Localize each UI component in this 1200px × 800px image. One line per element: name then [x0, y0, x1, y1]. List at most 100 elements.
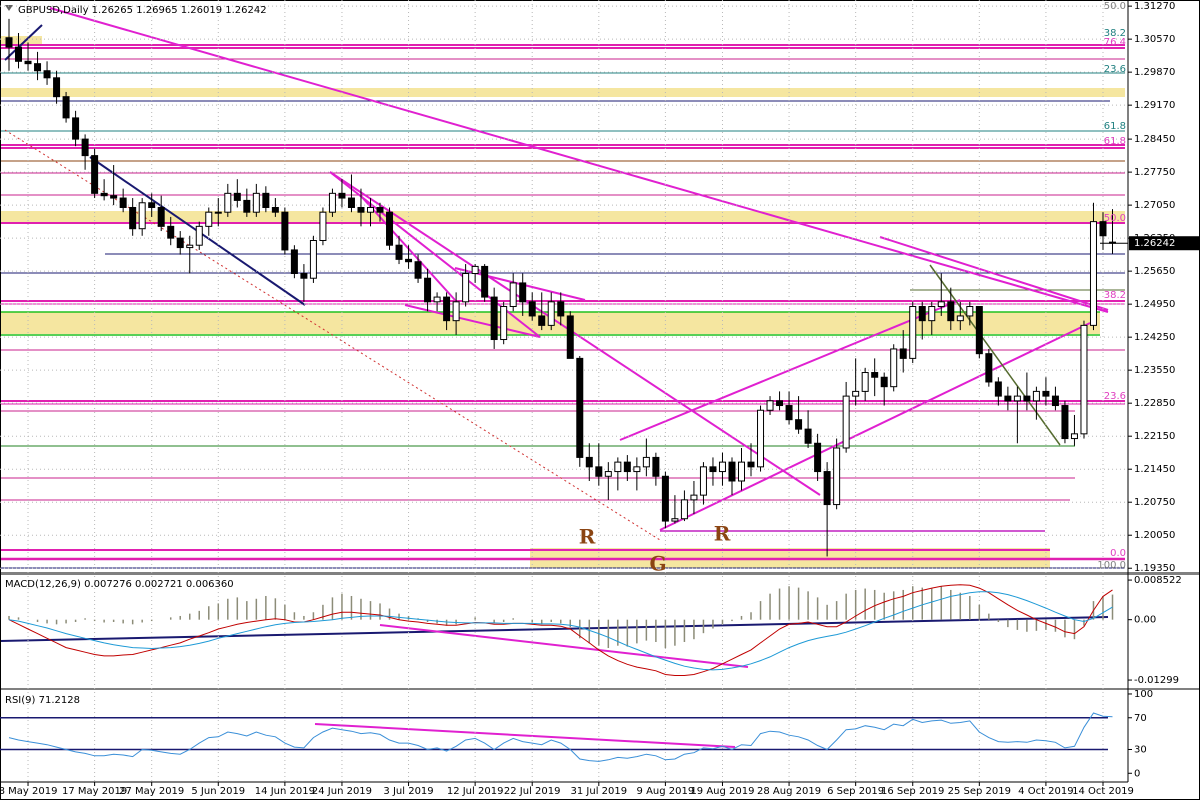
candle-body [690, 494, 698, 501]
candle-body [557, 301, 565, 317]
candle-body [319, 211, 327, 241]
candle-body [1004, 395, 1012, 402]
candle-body [852, 390, 860, 397]
y-tick-label: -0.01299 [1134, 675, 1179, 686]
candle-body [509, 282, 517, 308]
candle-body [585, 456, 593, 468]
last-price-box [1129, 236, 1199, 251]
candle-body [614, 461, 622, 473]
candle-body [994, 381, 1002, 397]
candle-body [1023, 395, 1031, 402]
candle-body [709, 466, 717, 473]
candle-body [909, 306, 917, 359]
candle-body [395, 244, 403, 260]
candle-body [918, 306, 926, 322]
candle-body [728, 461, 736, 482]
level-label: 0.0 [1110, 548, 1126, 559]
candle-body [148, 202, 156, 208]
x-tick-label: 4 Oct 2019 [1018, 786, 1073, 797]
candle-body [718, 461, 726, 473]
x-tick-label: 16 Sep 2019 [881, 786, 944, 797]
candle-body [376, 206, 384, 213]
level-label: 61.8 [1104, 136, 1126, 147]
trend-line [4, 24, 43, 61]
last-price-label: 1.26242 [1134, 238, 1175, 249]
candle-body [928, 306, 936, 322]
x-tick-label: 6 Sep 2019 [827, 786, 884, 797]
trend-line [879, 236, 1109, 311]
y-tick-label: 1.23550 [1134, 365, 1175, 376]
zone [0, 211, 1125, 222]
level-label: 38.2 [1104, 28, 1126, 39]
candle-body [424, 277, 432, 303]
candle-body [538, 315, 546, 326]
x-tick-label: 14 Oct 2019 [1072, 786, 1134, 797]
candle-body [72, 117, 80, 140]
candle-body [100, 192, 108, 197]
candle-body [785, 405, 793, 421]
chart-annotation: R [579, 525, 596, 549]
y-tick-label: 30 [1134, 744, 1147, 755]
candle-body [157, 206, 165, 227]
candle-body [842, 395, 850, 449]
candle-body [1032, 390, 1040, 402]
candle-body [443, 296, 451, 322]
candle-body [766, 400, 774, 411]
trend-line [929, 264, 1061, 446]
candle-body [652, 456, 660, 477]
candle-body [576, 357, 584, 458]
chart-title: GBPUSD,Daily 1.26265 1.26965 1.26019 1.2… [18, 5, 267, 16]
x-tick-label: 5 Jun 2019 [191, 786, 245, 797]
candle-body [500, 306, 508, 341]
trend-line [49, 7, 1109, 313]
zone [0, 88, 1125, 97]
rsi-title: RSI(9) 71.2128 [5, 695, 80, 706]
y-tick-label: 0.00 [1134, 615, 1156, 626]
zone [620, 322, 1080, 330]
candle-body [680, 499, 688, 520]
candle-body [1013, 395, 1021, 402]
candle-body [386, 211, 394, 246]
trend-line [359, 194, 456, 301]
candle-body [243, 199, 251, 213]
x-tick-label: 12 Jul 2019 [447, 786, 504, 797]
candle-body [947, 301, 955, 322]
candle-body [804, 428, 812, 444]
x-tick-label: 22 Jul 2019 [504, 786, 561, 797]
candle-body [224, 192, 232, 213]
level-label: 50.0 [1104, 213, 1126, 224]
candle-body [1099, 221, 1107, 237]
candle-body [452, 301, 460, 322]
candle-body [176, 237, 184, 249]
symbol-icon [5, 5, 13, 11]
candle-body [490, 296, 498, 341]
x-tick-label: 19 Aug 2019 [690, 786, 754, 797]
level-label: 100.0 [1097, 560, 1126, 571]
candle-body [233, 192, 241, 201]
x-tick-label: 17 May 2019 [62, 786, 127, 797]
y-tick-label: 1.29170 [1134, 100, 1175, 111]
y-tick-label: 1.27750 [1134, 167, 1175, 178]
candle-body [205, 211, 213, 227]
trend-line [329, 171, 821, 496]
y-tick-label: 1.30570 [1134, 34, 1175, 45]
candle-body [15, 46, 23, 62]
candle-body [252, 192, 260, 213]
y-tick-label: 1.21450 [1134, 464, 1175, 475]
candle-body [5, 37, 13, 48]
x-tick-label: 3 Jul 2019 [383, 786, 433, 797]
candle-body [776, 400, 784, 407]
candle-body [43, 70, 51, 79]
x-tick-label: 25 Sep 2019 [948, 786, 1011, 797]
macd-line [8, 591, 1113, 671]
candle-body [956, 315, 964, 322]
level-label: 38.2 [1104, 290, 1126, 301]
candle-body [462, 273, 470, 303]
level-label: 50.0 [1104, 1, 1126, 12]
candle-body [119, 197, 127, 208]
y-tick-label: 100 [1134, 689, 1153, 700]
candle-body [405, 258, 413, 263]
candle-body [195, 225, 203, 246]
y-tick-label: 1.20050 [1134, 530, 1175, 541]
candle-body [671, 518, 679, 522]
